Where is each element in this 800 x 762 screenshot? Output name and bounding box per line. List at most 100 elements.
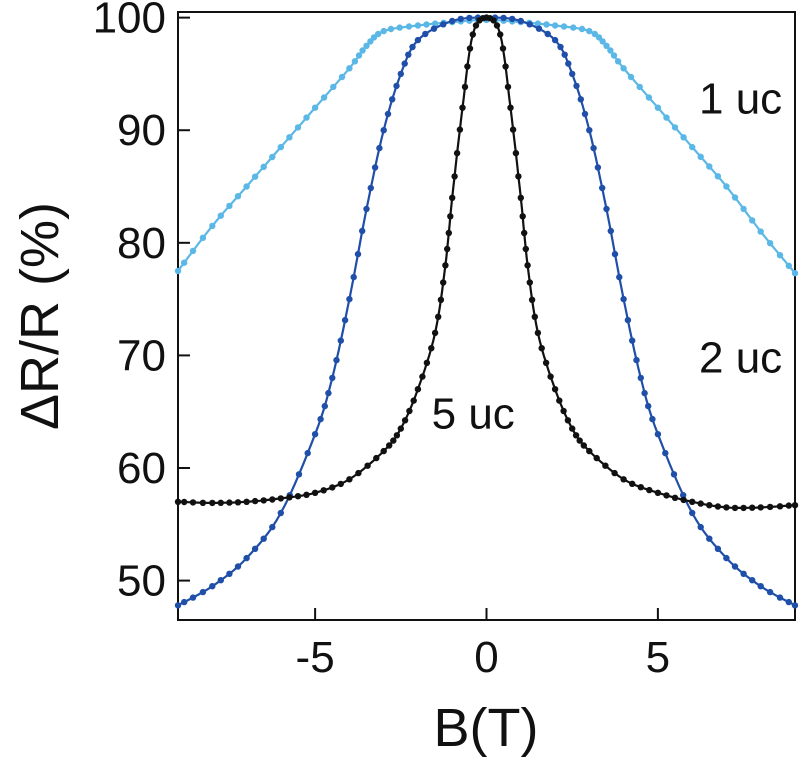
y-tick-label: 90: [117, 106, 166, 155]
data-point: [209, 499, 216, 507]
data-point: [569, 70, 576, 78]
data-point: [560, 23, 568, 30]
data-point: [556, 397, 563, 404]
data-point: [749, 504, 756, 511]
data-point: [499, 45, 507, 52]
data-point: [435, 313, 442, 320]
data-point: [557, 43, 564, 51]
data-point: [689, 498, 696, 505]
data-point: [791, 602, 799, 609]
data-point: [386, 442, 393, 449]
data-point: [401, 60, 408, 67]
data-point: [749, 217, 756, 224]
data-point: [766, 503, 774, 511]
data-point: [384, 110, 392, 118]
data-point: [277, 495, 284, 502]
series-label-1-uc: 1 uc: [699, 74, 782, 123]
data-point: [294, 124, 302, 131]
data-point: [766, 588, 774, 596]
data-point: [620, 476, 627, 483]
data-point: [414, 36, 422, 44]
data-point: [337, 337, 344, 344]
data-point: [445, 229, 452, 237]
data-point: [397, 70, 404, 78]
data-point: [174, 498, 182, 505]
data-point: [731, 504, 739, 512]
data-point: [610, 52, 618, 59]
data-point: [469, 31, 476, 38]
data-point: [364, 462, 371, 469]
data-point: [243, 498, 250, 505]
data-point: [277, 509, 284, 517]
data-point: [586, 447, 593, 455]
data-point: [599, 38, 606, 45]
data-point: [226, 499, 233, 506]
data-point: [393, 432, 401, 439]
data-point: [706, 163, 713, 170]
data-point: [409, 43, 416, 51]
data-point: [422, 30, 429, 38]
data-point: [286, 134, 293, 141]
data-point: [320, 487, 327, 494]
data-point: [624, 316, 632, 324]
data-point: [521, 229, 528, 237]
data-point: [654, 104, 662, 111]
data-point: [260, 163, 267, 170]
data-point: [457, 15, 464, 23]
data-point: [620, 65, 627, 72]
data-point: [251, 173, 259, 180]
data-point: [189, 247, 197, 255]
data-point: [581, 110, 589, 118]
data-point: [363, 42, 370, 49]
data-point: [330, 83, 337, 91]
data-point: [423, 21, 430, 28]
data-point: [542, 359, 550, 366]
data-point: [493, 22, 501, 29]
data-point: [637, 374, 644, 382]
data-point: [740, 504, 747, 512]
data-point: [547, 373, 554, 380]
data-point: [662, 449, 669, 457]
data-point: [620, 295, 627, 303]
data-point: [243, 554, 250, 562]
data-point: [663, 114, 670, 121]
annotation-layer: 1 uc 2 uc 5 uc: [432, 74, 783, 438]
data-point: [671, 494, 679, 501]
data-point: [517, 17, 524, 25]
data-point: [565, 60, 572, 67]
data-point: [526, 21, 533, 28]
data-point: [325, 389, 332, 397]
data-point: [603, 42, 610, 49]
data-point: [217, 212, 224, 219]
data-point: [373, 454, 380, 462]
data-point: [393, 82, 400, 90]
data-point: [633, 356, 640, 364]
data-point: [329, 374, 336, 382]
data-point: [449, 17, 456, 25]
data-point: [181, 259, 188, 266]
data-point: [346, 476, 353, 483]
data-point: [697, 523, 704, 531]
data-point: [538, 345, 545, 352]
data-point: [714, 545, 722, 552]
data-point: [338, 73, 346, 81]
data-point: [607, 227, 614, 235]
data-point: [535, 25, 543, 32]
data-point: [199, 234, 207, 241]
series-5-uc: [174, 14, 799, 512]
data-point: [453, 149, 461, 157]
data-point: [519, 213, 526, 220]
data-point: [428, 345, 435, 352]
data-point: [234, 193, 242, 200]
data-point: [576, 437, 583, 444]
data-point: [757, 504, 764, 511]
data-point: [534, 20, 542, 27]
data-point: [654, 431, 662, 438]
y-tick-label: 100: [93, 0, 166, 43]
data-point: [401, 417, 409, 424]
data-point: [355, 469, 362, 477]
data-point: [564, 417, 572, 424]
data-point: [295, 471, 303, 478]
data-point: [723, 554, 730, 562]
data-point: [226, 202, 233, 210]
